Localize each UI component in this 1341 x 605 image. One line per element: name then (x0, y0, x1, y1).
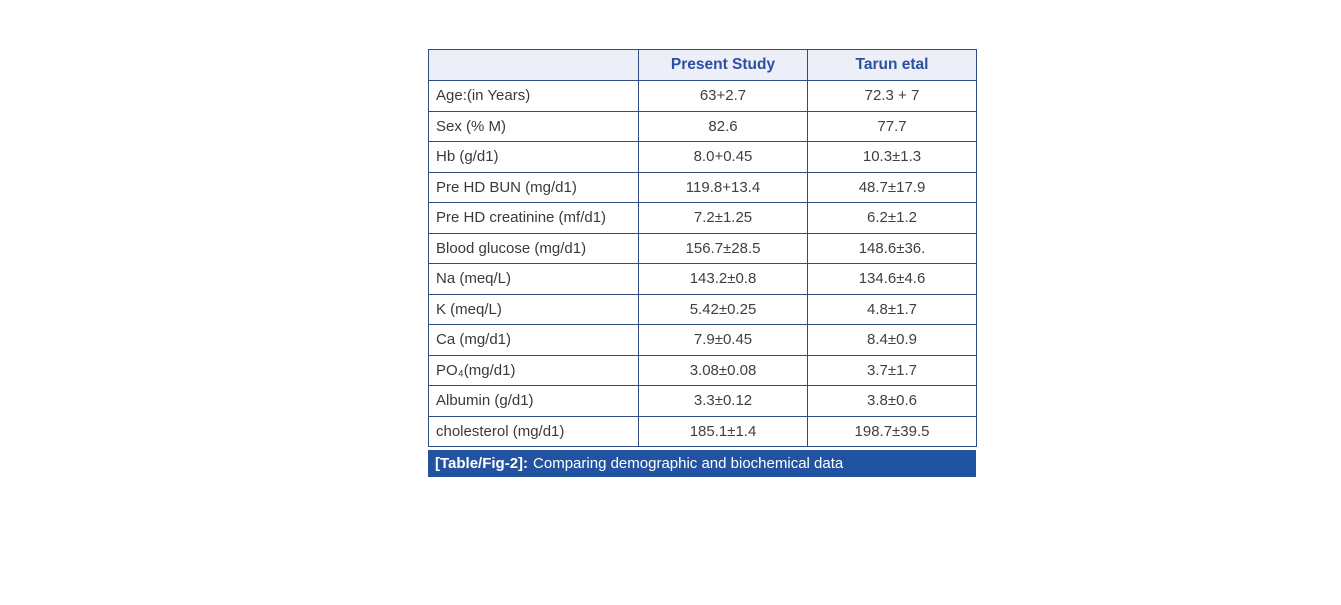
table-row: Pre HD BUN (mg/d1) 119.8+13.4 48.7±17.9 (428, 171, 977, 203)
value-present-na: 143.2±0.8 (638, 263, 808, 295)
value-tarun-age: 72.3 + 7 (807, 80, 977, 112)
comparison-table-figure: Present Study Tarun etal Age:(in Years) … (428, 49, 977, 477)
table-row: Ca (mg/d1) 7.9±0.45 8.4±0.9 (428, 324, 977, 356)
row-label-sex: Sex (% M) (428, 110, 639, 142)
value-tarun-pre-hd-creatinine: 6.2±1.2 (807, 202, 977, 234)
row-label-cholesterol: cholesterol (mg/d1) (428, 415, 639, 447)
table-row: K (meq/L) 5.42±0.25 4.8±1.7 (428, 293, 977, 325)
value-tarun-blood-glucose: 148.6±36. (807, 232, 977, 264)
value-tarun-sex: 77.7 (807, 110, 977, 142)
row-label-pre-hd-bun: Pre HD BUN (mg/d1) (428, 171, 639, 203)
table-row: Sex (% M) 82.6 77.7 (428, 110, 977, 142)
value-tarun-na: 134.6±4.6 (807, 263, 977, 295)
row-label-albumin: Albumin (g/d1) (428, 385, 639, 417)
row-label-blood-glucose: Blood glucose (mg/d1) (428, 232, 639, 264)
value-present-blood-glucose: 156.7±28.5 (638, 232, 808, 264)
value-tarun-ca: 8.4±0.9 (807, 324, 977, 356)
table-row: cholesterol (mg/d1) 185.1±1.4 198.7±39.5 (428, 415, 977, 447)
value-present-age: 63+2.7 (638, 80, 808, 112)
table-row: Blood glucose (mg/d1) 156.7±28.5 148.6±3… (428, 232, 977, 264)
table-row: PO₄(mg/d1) 3.08±0.08 3.7±1.7 (428, 354, 977, 386)
table-body: Age:(in Years) 63+2.7 72.3 + 7 Sex (% M)… (428, 80, 977, 447)
header-row: Present Study Tarun etal (428, 49, 977, 81)
table-row: Pre HD creatinine (mf/d1) 7.2±1.25 6.2±1… (428, 202, 977, 234)
row-label-pre-hd-creatinine: Pre HD creatinine (mf/d1) (428, 202, 639, 234)
header-cell-present-study: Present Study (638, 49, 808, 81)
value-present-pre-hd-creatinine: 7.2±1.25 (638, 202, 808, 234)
value-tarun-hb: 10.3±1.3 (807, 141, 977, 173)
value-present-pre-hd-bun: 119.8+13.4 (638, 171, 808, 203)
value-tarun-k: 4.8±1.7 (807, 293, 977, 325)
table-caption-tag: [Table/Fig-2]: (435, 454, 529, 472)
row-label-hb: Hb (g/d1) (428, 141, 639, 173)
header-cell-empty (428, 49, 639, 81)
table-caption-text: Comparing demographic and biochemical da… (533, 454, 844, 472)
value-present-k: 5.42±0.25 (638, 293, 808, 325)
value-present-ca: 7.9±0.45 (638, 324, 808, 356)
table-caption-bar: [Table/Fig-2]: Comparing demographic and … (428, 449, 976, 477)
value-tarun-cholesterol: 198.7±39.5 (807, 415, 977, 447)
comparison-table: Present Study Tarun etal Age:(in Years) … (428, 49, 977, 447)
row-label-ca: Ca (mg/d1) (428, 324, 639, 356)
value-present-cholesterol: 185.1±1.4 (638, 415, 808, 447)
table-row: Age:(in Years) 63+2.7 72.3 + 7 (428, 80, 977, 112)
value-present-po4: 3.08±0.08 (638, 354, 808, 386)
table-row: Albumin (g/d1) 3.3±0.12 3.8±0.6 (428, 385, 977, 417)
value-tarun-po4: 3.7±1.7 (807, 354, 977, 386)
value-present-albumin: 3.3±0.12 (638, 385, 808, 417)
row-label-k: K (meq/L) (428, 293, 639, 325)
table-header: Present Study Tarun etal (428, 49, 977, 81)
row-label-age: Age:(in Years) (428, 80, 639, 112)
header-cell-tarun-etal: Tarun etal (807, 49, 977, 81)
row-label-po4: PO₄(mg/d1) (428, 354, 639, 386)
value-tarun-albumin: 3.8±0.6 (807, 385, 977, 417)
table-row: Na (meq/L) 143.2±0.8 134.6±4.6 (428, 263, 977, 295)
value-tarun-pre-hd-bun: 48.7±17.9 (807, 171, 977, 203)
row-label-na: Na (meq/L) (428, 263, 639, 295)
table-row: Hb (g/d1) 8.0+0.45 10.3±1.3 (428, 141, 977, 173)
value-present-hb: 8.0+0.45 (638, 141, 808, 173)
value-present-sex: 82.6 (638, 110, 808, 142)
